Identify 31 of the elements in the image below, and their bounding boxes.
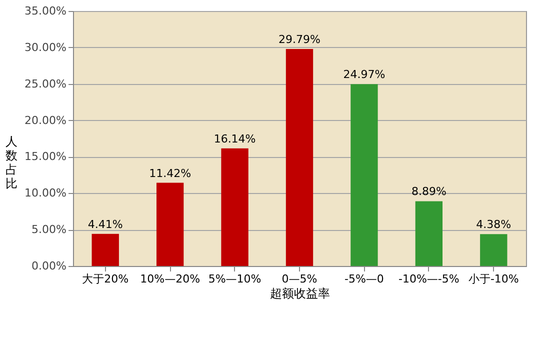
bar — [350, 84, 378, 266]
x-tick-label: 10%—20% — [140, 272, 200, 286]
data-label: 29.79% — [278, 32, 320, 46]
x-tick-label: 大于20% — [82, 272, 129, 286]
bar — [286, 48, 314, 266]
data-label: 4.38% — [476, 218, 512, 232]
x-tick-label: 5%—10% — [208, 272, 262, 286]
y-tick-label: 10.00% — [24, 186, 66, 200]
bar — [480, 234, 508, 266]
y-tick-label: 35.00% — [24, 4, 66, 18]
bar — [92, 234, 119, 266]
data-label: 16.14% — [214, 132, 256, 146]
bar — [221, 148, 248, 266]
x-tick-label: 小于-10% — [468, 272, 519, 286]
y-tick-label: 15.00% — [24, 150, 66, 164]
y-tick-label: 5.00% — [32, 223, 66, 236]
y-tick-label: 30.00% — [24, 40, 66, 54]
bar — [156, 182, 184, 266]
bar — [415, 201, 443, 266]
data-label: 8.89% — [411, 185, 446, 198]
x-tick-label: -5%—0 — [344, 272, 384, 286]
x-tick-label: -10%—-5% — [398, 272, 460, 286]
data-label: 4.41% — [88, 218, 123, 231]
y-tick-label: 0.00% — [32, 260, 66, 272]
x-tick-label: 0—5% — [282, 272, 318, 286]
y-tick-label: 20.00% — [24, 114, 66, 127]
x-axis-title: 超额收益率 — [270, 286, 330, 300]
y-tick-label: 25.00% — [24, 77, 66, 90]
data-label: 11.42% — [149, 166, 192, 180]
y-axis-title: 人数占比 — [6, 134, 18, 190]
data-label: 24.97% — [343, 68, 386, 82]
